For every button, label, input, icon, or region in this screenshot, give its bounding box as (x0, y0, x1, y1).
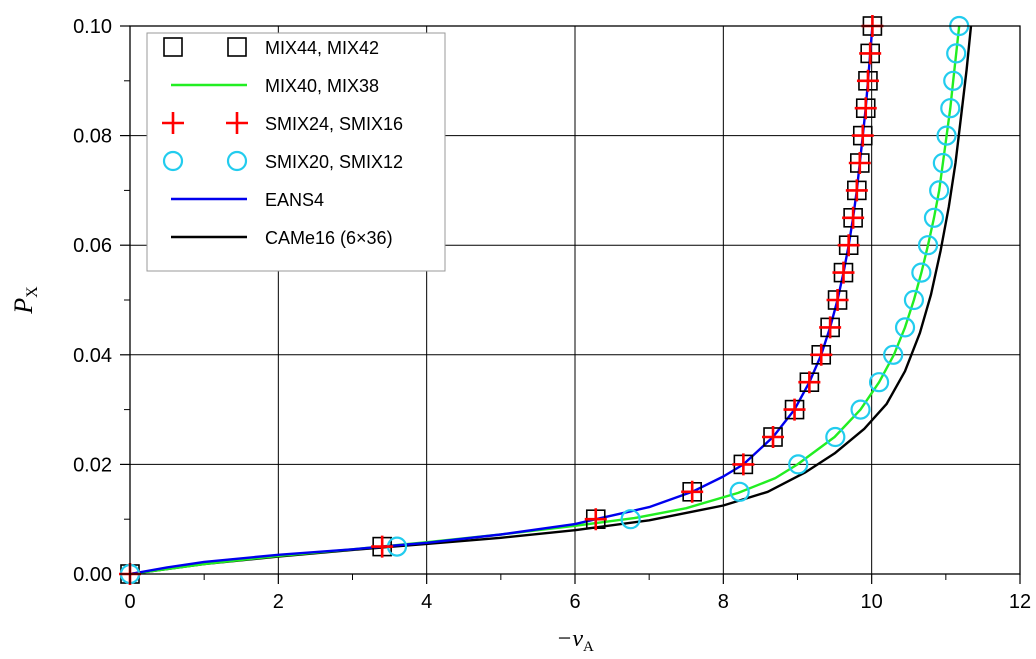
data-point-smix24-smix16 (859, 42, 882, 65)
data-point-smix24-smix16 (371, 535, 394, 558)
data-point-smix20-smix12 (868, 372, 890, 393)
data-point-smix20-smix12 (946, 43, 967, 64)
data-point-smix20-smix12 (883, 344, 904, 365)
legend-box (146, 32, 446, 272)
data-point-smix20-smix12 (850, 399, 871, 420)
x-axis-label-subscript: A (583, 639, 594, 655)
data-point-smix20-smix12 (911, 262, 932, 283)
y-axis-label-main: P (9, 298, 38, 315)
data-point-smix20-smix12 (825, 426, 846, 448)
data-point-smix24-smix16 (810, 343, 833, 366)
data-point-smix20-smix12 (932, 152, 953, 174)
legend-item-mix44-mix42-swatch (163, 37, 183, 57)
x-tick-label: 0 (124, 591, 135, 613)
data-point-smix24-smix16 (832, 261, 855, 284)
data-point-smix20-smix12 (929, 180, 950, 201)
data-point-smix20-smix12 (788, 454, 809, 475)
legend-item-mix44-mix42-swatch (227, 37, 247, 57)
legend-item-came16-6-36-label: CAMe16 (6×36) (265, 228, 393, 248)
data-point-smix24-smix16 (584, 508, 607, 531)
legend-item-mix44-mix42-label: MIX44, MIX42 (265, 38, 379, 58)
series-markers (119, 15, 970, 585)
y-tick-label: 0.04 (73, 345, 112, 367)
y-axis-label-subscript: X (24, 286, 41, 298)
legend-item-smix20-smix12-swatch (226, 150, 248, 172)
data-point-smix24-smix16 (798, 371, 821, 394)
data-point-smix20-smix12 (729, 481, 750, 502)
y-tick-label: 0.10 (73, 16, 112, 38)
x-tick-label: 2 (273, 591, 284, 613)
data-point-smix24-smix16 (681, 480, 704, 503)
x-axis-label: −vA (556, 626, 594, 655)
x-axis-label-main: −v (556, 626, 583, 652)
x-tick-label: 6 (569, 591, 580, 613)
y-tick-label: 0.02 (73, 454, 112, 476)
data-point-smix24-smix16 (783, 398, 806, 421)
data-point-smix24-smix16 (842, 206, 865, 229)
legend-item-smix20-smix12-label: SMIX20, SMIX12 (265, 152, 403, 172)
y-tick-label: 0.06 (73, 235, 112, 257)
x-tick-label: 4 (421, 591, 432, 613)
data-point-smix24-smix16 (848, 152, 871, 174)
data-point-smix20-smix12 (620, 509, 641, 530)
data-point-smix24-smix16 (819, 316, 842, 339)
legend-item-smix24-smix16-swatch (226, 112, 248, 134)
legend-item-eans4-label: EANS4 (265, 190, 324, 210)
data-point-smix20-smix12 (943, 70, 964, 91)
x-tick-label: 8 (718, 591, 729, 613)
y-tick-label: 0.00 (73, 564, 112, 586)
data-point-smix24-smix16 (826, 289, 849, 311)
data-point-smix20-smix12 (940, 98, 961, 119)
legend-item-mix40-mix38-label: MIX40, MIX38 (265, 76, 379, 96)
x-tick-label: 12 (1009, 591, 1031, 613)
legend-item-smix20-smix12-swatch (162, 150, 184, 172)
data-point-smix20-smix12 (903, 289, 925, 311)
legend-item-smix24-smix16-swatch (162, 112, 184, 134)
data-point-smix24-smix16 (854, 97, 877, 120)
y-tick-label: 0.08 (73, 126, 112, 148)
data-point-smix20-smix12 (936, 125, 957, 146)
y-axis-label: PX (9, 286, 41, 315)
x-tick-label: 10 (861, 591, 883, 613)
legend-item-smix24-smix16-label: SMIX24, SMIX16 (265, 114, 403, 134)
data-point-smix24-smix16 (845, 179, 868, 202)
data-point-smix24-smix16 (732, 453, 755, 476)
legend: MIX44, MIX42 MIX40, MIX38 SMIX24, SMIX16 SM… (146, 32, 446, 272)
data-point-smix20-smix12 (923, 207, 945, 228)
data-point-smix20-smix12 (894, 317, 916, 338)
data-point-smix24-smix16 (762, 426, 785, 448)
data-point-smix20-smix12 (917, 235, 939, 256)
data-point-smix24-smix16 (851, 124, 874, 147)
data-point-smix24-smix16 (837, 234, 860, 257)
axis-ticks: 0 2 4 6 8 10 12 0.00 0.02 0.04 0.06 0.08 0.10 (73, 16, 1031, 613)
data-point-smix24-smix16 (856, 69, 879, 92)
